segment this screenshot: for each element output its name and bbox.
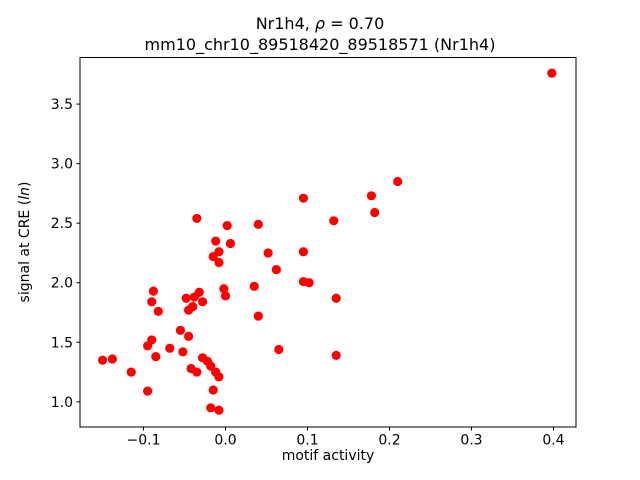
data-point — [178, 347, 188, 357]
data-point — [219, 284, 229, 294]
data-point — [370, 207, 380, 218]
data-point — [225, 238, 236, 249]
data-point — [366, 191, 377, 201]
y-tick-label: 1.5 — [51, 335, 73, 351]
x-tick-label: 0.3 — [460, 433, 482, 449]
data-point — [165, 343, 175, 353]
data-point — [192, 367, 202, 377]
data-point — [189, 292, 199, 302]
data-point — [214, 405, 224, 415]
data-point — [214, 372, 224, 382]
data-point — [143, 341, 153, 351]
data-point — [208, 385, 218, 395]
data-point — [192, 213, 202, 224]
data-point — [184, 305, 194, 315]
y-axis-label-ln: ln — [17, 187, 33, 200]
data-point — [331, 293, 341, 303]
data-point — [214, 257, 224, 268]
x-tick-label: −0.1 — [127, 433, 161, 449]
data-point — [220, 291, 231, 301]
data-point — [147, 297, 157, 307]
y-axis-label-suffix: ) — [17, 181, 33, 188]
data-point — [298, 247, 309, 257]
chart-title-line2: mm10_chr10_89518420_89518571 (Nr1h4) — [144, 35, 496, 54]
data-point — [393, 176, 403, 187]
x-tick-label: 0.1 — [296, 433, 318, 449]
chart-title: Nr1h4, ρ = 0.70 mm10_chr10_89518420_8951… — [0, 13, 640, 55]
data-point — [181, 293, 191, 303]
x-axis-label: motif activity — [281, 448, 375, 464]
data-point — [263, 248, 273, 258]
data-point — [206, 403, 216, 413]
data-point — [274, 344, 284, 355]
y-tick-label: 2.5 — [51, 216, 73, 232]
data-point — [143, 386, 153, 396]
data-point — [126, 367, 136, 377]
data-point — [222, 220, 232, 231]
chart-title-line1: Nr1h4, ρ = 0.70 — [0, 13, 640, 34]
x-tick-label: 0.0 — [214, 433, 236, 449]
data-point — [211, 236, 221, 246]
data-point — [197, 297, 208, 307]
y-tick-label: 3.5 — [51, 97, 73, 113]
x-tick-label: 0.4 — [542, 433, 564, 449]
data-point — [547, 68, 557, 78]
data-point — [184, 331, 194, 341]
data-point — [298, 193, 309, 203]
data-point — [271, 265, 281, 275]
data-point — [249, 281, 259, 291]
data-point — [148, 286, 158, 296]
y-tick-label: 3.0 — [51, 157, 73, 173]
y-axis-label-prefix: signal at CRE ( — [17, 199, 33, 303]
title-gene-prefix: Nr1h4, — [255, 14, 315, 33]
axes-frame — [79, 57, 577, 428]
data-point — [304, 278, 314, 288]
y-tick-label: 2.0 — [51, 276, 73, 292]
data-point — [97, 355, 108, 365]
title-rho-value: = 0.70 — [325, 14, 385, 33]
data-point — [107, 354, 117, 364]
x-tick-label: 0.2 — [378, 433, 400, 449]
data-point — [253, 311, 263, 321]
data-point — [153, 306, 163, 316]
data-point — [329, 216, 339, 226]
data-point — [151, 352, 161, 362]
y-tick-label: 1.0 — [51, 395, 73, 411]
data-point — [331, 350, 341, 361]
data-point — [175, 325, 186, 335]
data-point — [208, 251, 218, 262]
data-point — [253, 219, 263, 229]
y-axis-label: signal at CRE (ln) — [17, 57, 37, 427]
title-rho-symbol: ρ — [314, 14, 326, 33]
